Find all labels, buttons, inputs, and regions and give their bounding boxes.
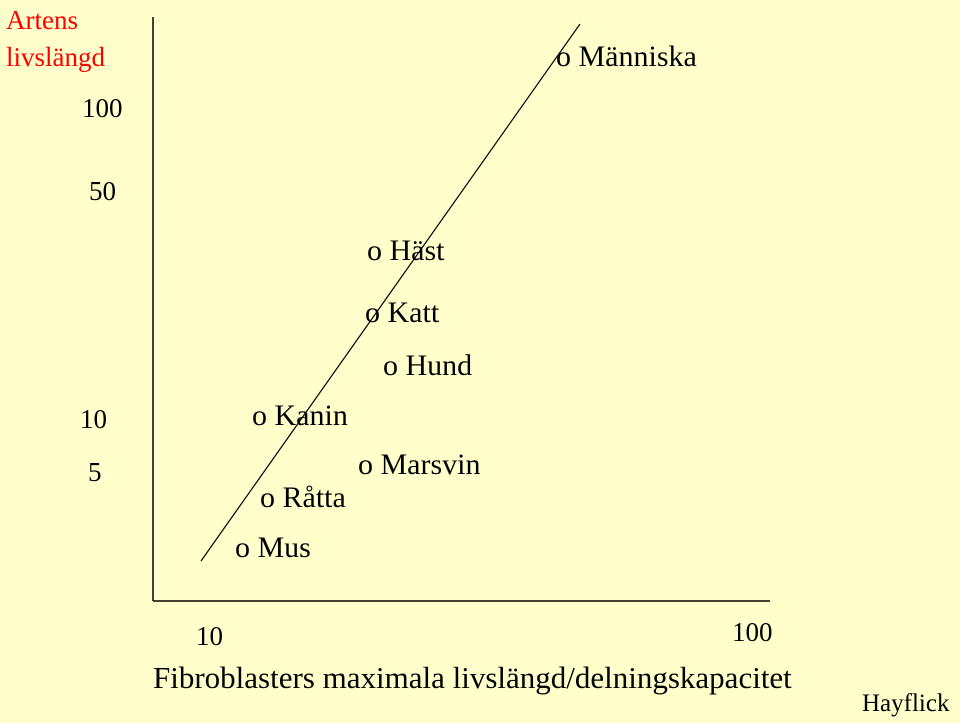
x-tick-10: 10: [196, 621, 223, 651]
point-människa: o Människa: [556, 40, 697, 73]
y-tick-10: 10: [80, 404, 107, 434]
y-tick-5: 5: [88, 457, 102, 487]
credit-label: Hayflick: [862, 690, 950, 717]
point-hund: o Hund: [383, 349, 472, 382]
x-tick-100: 100: [732, 617, 773, 647]
y-axis-label-line-2: livslängd: [6, 42, 105, 72]
trend-line: [200, 23, 581, 562]
y-tick-50: 50: [89, 176, 116, 206]
x-axis-label: Fibroblasters maximala livslängd/delning…: [153, 660, 792, 695]
point-mus: o Mus: [235, 531, 311, 564]
y-axis-label: Artens livslängd: [6, 2, 105, 76]
point-katt: o Katt: [365, 296, 440, 329]
point-marsvin: o Marsvin: [358, 448, 481, 481]
point-råtta: o Råtta: [260, 481, 346, 514]
y-axis-label-line-1: Artens: [6, 5, 78, 35]
point-häst: o Häst: [367, 234, 445, 267]
points-layer: o Människa o Häst o Katt o Hund o Kanin o Mar…: [235, 40, 697, 564]
y-tick-100: 100: [82, 93, 123, 123]
point-kanin: o Kanin: [252, 399, 348, 432]
